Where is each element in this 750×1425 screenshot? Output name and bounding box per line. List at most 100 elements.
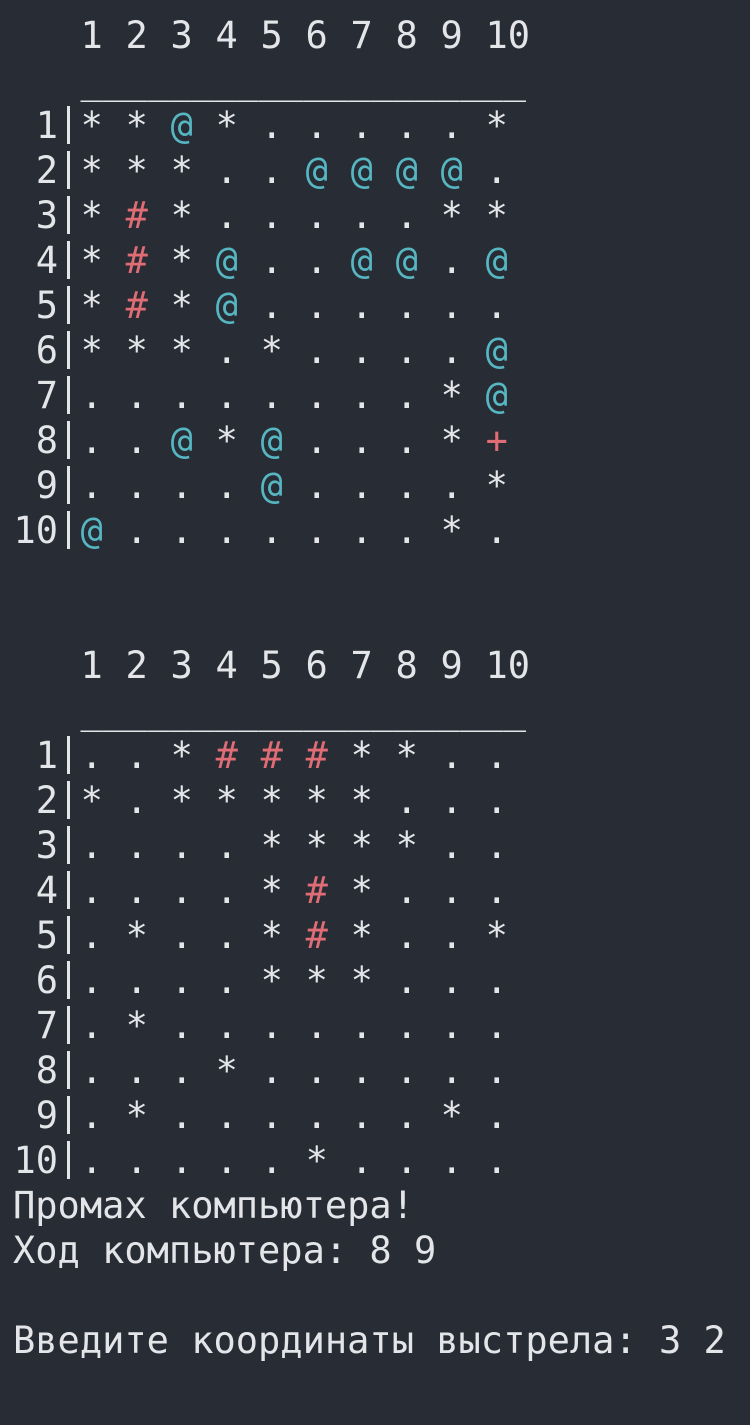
border [67, 286, 70, 324]
cell: . [125, 418, 148, 462]
cell: . [170, 868, 193, 912]
cell: . [260, 373, 283, 417]
cell: # [215, 733, 238, 777]
message: Ход компьютера: 8 9 [13, 1228, 437, 1272]
cell: . [260, 238, 283, 282]
cell: . [440, 328, 463, 372]
cell: . [80, 1093, 103, 1137]
cell: . [170, 913, 193, 957]
border [67, 871, 70, 909]
row-label: 9 [35, 1093, 58, 1137]
cell: . [125, 868, 148, 912]
cell: # [125, 193, 148, 237]
column-label: 7 [350, 13, 373, 57]
border [67, 1141, 70, 1179]
separator: ____________________ [80, 58, 527, 102]
cell: . [350, 1048, 373, 1092]
column-label: 8 [395, 643, 418, 687]
cell: # [305, 913, 328, 957]
row-label: 3 [35, 823, 58, 867]
border [67, 1096, 70, 1134]
cell: * [215, 1048, 238, 1092]
cell: . [80, 1048, 103, 1092]
cell: * [170, 283, 193, 327]
row-label: 7 [35, 1003, 58, 1047]
cell: . [305, 238, 328, 282]
cell: . [80, 373, 103, 417]
cell: . [305, 463, 328, 507]
cell: . [305, 103, 328, 147]
column-label: 5 [260, 13, 283, 57]
cell: . [260, 103, 283, 147]
cell: . [395, 868, 418, 912]
row-label: 4 [35, 868, 58, 912]
cell: . [80, 823, 103, 867]
cell: . [350, 103, 373, 147]
column-label: 2 [125, 13, 148, 57]
cell: . [440, 283, 463, 327]
cell: . [395, 1048, 418, 1092]
cell: @ [215, 238, 238, 282]
cell: * [350, 733, 373, 777]
cell: . [485, 733, 508, 777]
cell: . [485, 148, 508, 192]
cell: * [305, 958, 328, 1002]
cell: . [170, 508, 193, 552]
column-label: 6 [305, 13, 328, 57]
cell: . [350, 328, 373, 372]
cell: . [125, 1048, 148, 1092]
cell: @ [260, 418, 283, 462]
cell: * [80, 193, 103, 237]
cell: . [125, 463, 148, 507]
border [67, 106, 70, 144]
column-label: 4 [215, 643, 238, 687]
row-label: 6 [35, 328, 58, 372]
cell: # [260, 733, 283, 777]
cell: * [305, 823, 328, 867]
cell: . [215, 1093, 238, 1137]
cell: * [125, 1093, 148, 1137]
column-label: 4 [215, 13, 238, 57]
cell: . [260, 1003, 283, 1047]
cell: * [170, 328, 193, 372]
border [67, 961, 70, 999]
cell: * [80, 778, 103, 822]
cell: @ [395, 148, 418, 192]
cell: * [80, 328, 103, 372]
cell: * [485, 463, 508, 507]
border [67, 466, 70, 504]
cell: . [485, 508, 508, 552]
cell: . [215, 868, 238, 912]
cell: . [305, 328, 328, 372]
border [67, 1051, 70, 1089]
border [67, 826, 70, 864]
cell: . [395, 463, 418, 507]
cell: . [485, 868, 508, 912]
cell: . [305, 508, 328, 552]
cell: * [80, 103, 103, 147]
cell: * [170, 733, 193, 777]
cell: . [215, 193, 238, 237]
row-label: 5 [35, 283, 58, 327]
cell: . [170, 1003, 193, 1047]
cell: . [260, 1093, 283, 1137]
cell: @ [395, 238, 418, 282]
column-label: 9 [440, 643, 463, 687]
cell: # [305, 733, 328, 777]
cell: . [80, 463, 103, 507]
cell: . [215, 328, 238, 372]
cell: . [350, 1138, 373, 1182]
cell: . [395, 1093, 418, 1137]
cell: * [395, 733, 418, 777]
cell: . [395, 418, 418, 462]
column-label: 3 [170, 13, 193, 57]
row-label: 2 [35, 148, 58, 192]
cell: . [485, 1093, 508, 1137]
message: Промах компьютера! [13, 1183, 414, 1227]
cell: * [125, 148, 148, 192]
cell: . [350, 463, 373, 507]
cell: . [485, 1003, 508, 1047]
row-label: 2 [35, 778, 58, 822]
cell: * [260, 778, 283, 822]
